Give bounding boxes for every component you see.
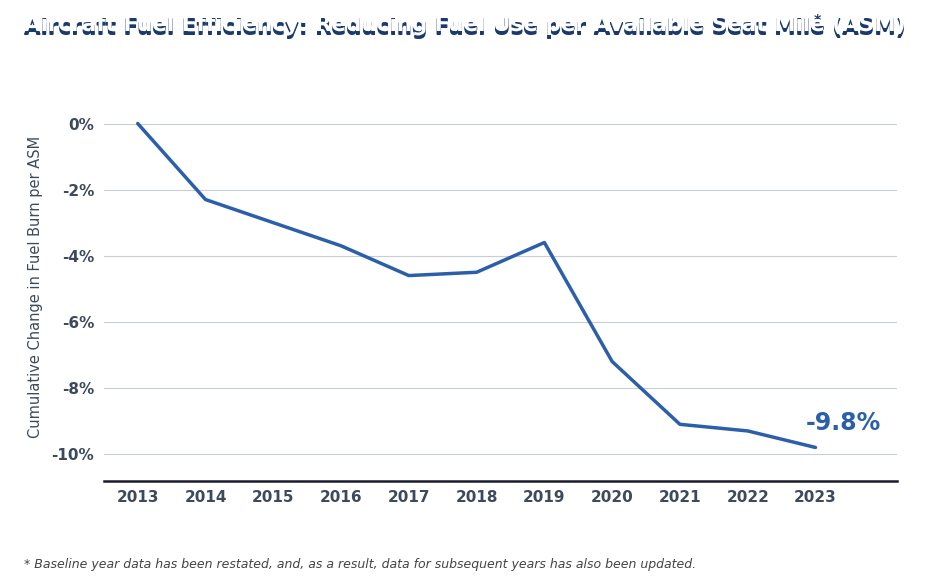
Text: -9.8%: -9.8% [805, 411, 881, 435]
Text: Aircraft Fuel Efficiency: Reducing Fuel Use per Available Seat Mile (ASM): Aircraft Fuel Efficiency: Reducing Fuel … [24, 19, 905, 39]
Text: Aircraft Fuel Efficiency: Reducing Fuel Use per Available Seat Mile (ASM)*: Aircraft Fuel Efficiency: Reducing Fuel … [24, 15, 917, 35]
Text: Aircraft Fuel Efficiency: Reducing Fuel Use per Available Seat Mile (ASM): Aircraft Fuel Efficiency: Reducing Fuel … [24, 18, 905, 38]
Text: * Baseline year data has been restated, and, as a result, data for subsequent ye: * Baseline year data has been restated, … [24, 558, 696, 571]
Y-axis label: Cumulative Change in Fuel Burn per ASM: Cumulative Change in Fuel Burn per ASM [28, 136, 43, 438]
Text: *: * [814, 13, 821, 27]
